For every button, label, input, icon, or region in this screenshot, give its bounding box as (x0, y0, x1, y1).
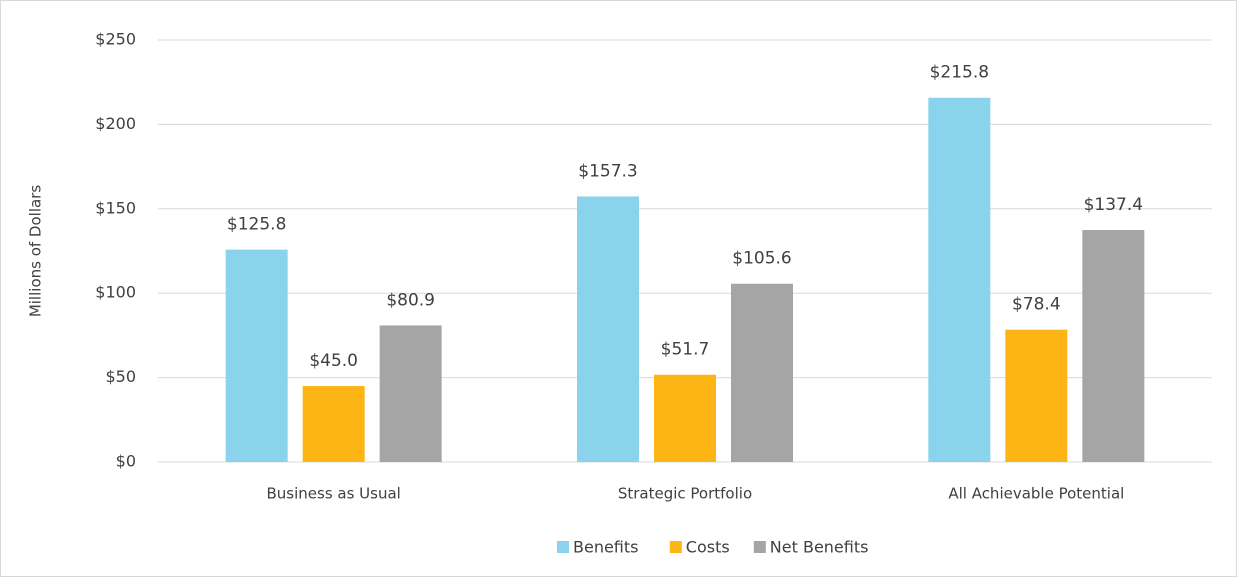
legend-label: Benefits (573, 538, 639, 557)
y-tick-label: $50 (105, 367, 136, 386)
bar (379, 325, 442, 462)
bar (225, 249, 288, 462)
bar (731, 283, 793, 462)
bar (928, 97, 991, 462)
value-label: $80.9 (386, 290, 435, 310)
bar (1005, 329, 1068, 462)
value-label: $157.3 (578, 161, 637, 181)
y-tick-label: $0 (116, 452, 136, 471)
legend-label: Costs (686, 538, 730, 557)
legend-swatch (669, 541, 682, 553)
bar (577, 196, 639, 462)
value-label: $78.4 (1012, 295, 1061, 315)
x-tick-label: Business as Usual (266, 485, 400, 503)
y-axis-label: Millions of Dollars (27, 185, 45, 318)
value-label: $215.8 (930, 63, 989, 83)
x-tick-label: Strategic Portfolio (618, 485, 752, 503)
value-label: $51.7 (661, 340, 710, 360)
legend-label: Net Benefits (770, 538, 869, 557)
bar (1082, 230, 1145, 462)
legend-swatch (557, 541, 569, 553)
value-label: $137.4 (1084, 195, 1143, 215)
y-tick-label: $250 (95, 30, 136, 49)
value-label: $45.0 (309, 351, 358, 371)
value-label: $125.8 (227, 215, 286, 235)
y-tick-label: $150 (95, 198, 136, 217)
x-tick-label: All Achievable Potential (948, 485, 1124, 503)
legend-swatch (753, 541, 766, 553)
bar (302, 386, 365, 462)
y-tick-label: $200 (95, 114, 136, 133)
value-label: $105.6 (732, 249, 791, 269)
bar (654, 374, 716, 462)
y-tick-label: $100 (95, 283, 136, 302)
